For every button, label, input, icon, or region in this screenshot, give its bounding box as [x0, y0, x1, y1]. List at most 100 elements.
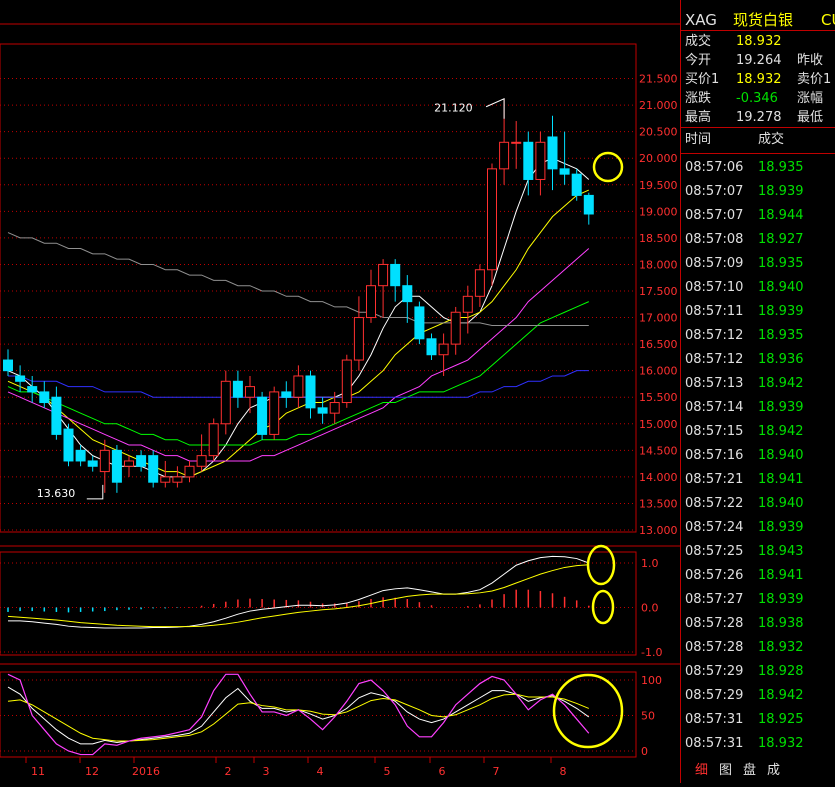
panel-tab[interactable]: 图 — [719, 763, 733, 778]
x-tick-label: 12 — [85, 765, 99, 778]
price-tick-label: 21.000 — [639, 99, 678, 112]
tick-row: 08:57:25 18.943 — [681, 540, 835, 564]
quote-row-label: 买价1 — [685, 72, 720, 87]
price-tick-label: 14.500 — [639, 444, 678, 457]
tick-row: 08:57:29 18.942 — [681, 684, 835, 708]
price-tick-label: 16.000 — [639, 365, 678, 378]
tick-time: 08:57:07 — [685, 184, 744, 199]
tick-row: 08:57:09 18.935 — [681, 252, 835, 276]
candle-body — [124, 460, 134, 467]
tick-price: 18.940 — [758, 280, 804, 295]
candle-body — [414, 306, 425, 340]
low-price-label: 13.630 — [37, 487, 76, 500]
tick-row: 08:57:13 18.942 — [681, 372, 835, 396]
candle-body — [232, 380, 243, 398]
tick-time: 08:57:24 — [685, 520, 744, 535]
panel-tabs: 细图盘成 — [681, 758, 835, 783]
tick-price: 18.925 — [758, 712, 804, 727]
tick-price: 18.927 — [758, 232, 804, 247]
tick-time: 08:57:31 — [685, 712, 744, 727]
x-tick-label: 6 — [439, 765, 446, 778]
candle-body — [208, 423, 219, 457]
candle-body — [583, 194, 594, 215]
kline-chart[interactable]: 21.500 21.000 20.500 20.000 19.500 19.000 18.5… — [0, 0, 680, 783]
candle-body — [160, 476, 171, 483]
quote-row-label-2: 涨幅 — [797, 91, 824, 106]
tick-row: 08:57:16 18.940 — [681, 444, 835, 468]
ticks-header: 时间 成交 — [681, 130, 835, 149]
ma10-line — [7, 189, 590, 478]
price-tick-label: 14.000 — [639, 471, 678, 484]
candle-body — [196, 455, 207, 467]
highlight-circle — [586, 544, 616, 586]
kdj-j-line — [7, 673, 590, 756]
kline-chart-area[interactable]: 21.500 21.000 20.500 20.000 19.500 19.000 18.5… — [0, 0, 680, 783]
x-tick-label: 11 — [31, 765, 45, 778]
quote-row: 今开 19.264 昨收 — [681, 51, 835, 70]
tick-price: 18.932 — [758, 736, 804, 751]
x-tick-label: 7 — [493, 765, 500, 778]
x-tick-label: 4 — [317, 765, 324, 778]
tick-price: 18.939 — [758, 592, 804, 607]
macd-dif-line — [8, 555, 589, 629]
kdj-tick-label: 0 — [641, 745, 648, 758]
candle-body — [426, 338, 437, 356]
tick-row: 08:57:22 18.940 — [681, 492, 835, 516]
candle-body — [39, 391, 50, 404]
candle-body — [75, 449, 86, 462]
tick-row: 08:57:07 18.944 — [681, 204, 835, 228]
quote-row-label: 今开 — [685, 53, 712, 68]
tick-time: 08:57:10 — [685, 280, 744, 295]
low-marker-line — [86, 484, 104, 500]
quote-row: 买价1 18.932 卖价1 — [681, 70, 835, 89]
candle-body — [257, 396, 268, 435]
x-tick-label: 2016 — [132, 765, 160, 778]
candle-body — [317, 407, 328, 414]
tick-time: 08:57:29 — [685, 688, 744, 703]
tick-time: 08:57:11 — [685, 304, 744, 319]
quote-title-row: XAG 现货白银 CU — [681, 8, 835, 32]
tick-price: 18.935 — [758, 256, 804, 271]
candle-body — [559, 168, 570, 175]
ma20-line — [7, 248, 590, 462]
quote-row-value: 19.278 — [736, 110, 782, 125]
ma30-line — [7, 301, 590, 446]
price-tick-label: 20.500 — [639, 126, 678, 139]
price-tick-label: 15.500 — [639, 391, 678, 404]
tick-time: 08:57:13 — [685, 376, 744, 391]
candle-body — [269, 391, 280, 435]
candle-body — [450, 311, 461, 345]
tick-price: 18.944 — [758, 208, 804, 223]
divider — [681, 127, 835, 128]
quote-row: 涨跌 -0.346 涨幅 — [681, 89, 835, 108]
tick-price: 18.935 — [758, 328, 804, 343]
tick-row: 08:57:31 18.932 — [681, 732, 835, 756]
candle-body — [220, 380, 231, 425]
panel-tab[interactable]: 细 — [695, 763, 709, 778]
x-tick-label: 3 — [263, 765, 270, 778]
candle-body — [305, 375, 316, 409]
tick-time: 08:57:16 — [685, 448, 744, 463]
quote-row: 最高 19.278 最低 — [681, 108, 835, 127]
price-tick-label: 17.000 — [639, 312, 678, 325]
tick-price: 18.942 — [758, 688, 804, 703]
tick-time: 08:57:26 — [685, 568, 744, 583]
candle-body — [184, 465, 195, 478]
candle-body — [27, 386, 38, 393]
tick-price: 18.939 — [758, 520, 804, 535]
panel-tab[interactable]: 成 — [767, 763, 781, 778]
price-tick-label: 15.000 — [639, 418, 678, 431]
tick-price: 18.938 — [758, 616, 804, 631]
price-tick-label: 20.000 — [639, 152, 678, 165]
tick-price: 18.941 — [758, 472, 804, 487]
tick-row: 08:57:15 18.942 — [681, 420, 835, 444]
quote-row-value: 19.264 — [736, 53, 782, 68]
tick-price: 18.939 — [758, 184, 804, 199]
tick-row: 08:57:28 18.932 — [681, 636, 835, 660]
ticks-header-time: 时间 — [685, 132, 712, 147]
divider — [681, 30, 835, 31]
instrument-name: 现货白银 — [733, 11, 794, 29]
candle-body — [535, 141, 546, 180]
panel-tab[interactable]: 盘 — [743, 763, 757, 778]
candle-body — [293, 375, 304, 398]
